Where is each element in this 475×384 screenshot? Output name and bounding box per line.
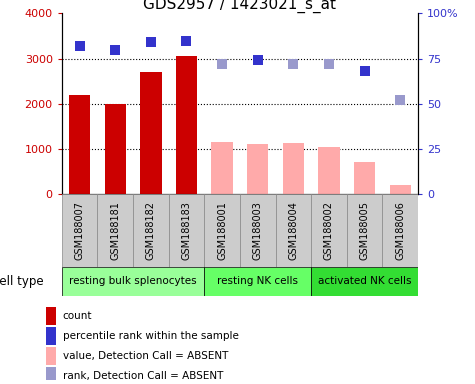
Text: resting bulk splenocytes: resting bulk splenocytes — [69, 276, 197, 286]
Bar — [318, 147, 340, 194]
Bar — [354, 162, 375, 194]
Bar — [240, 194, 276, 267]
Point — [254, 57, 261, 63]
Bar — [247, 144, 268, 194]
Point — [111, 46, 119, 53]
Bar — [62, 267, 204, 296]
Point — [76, 43, 84, 49]
Bar — [46, 307, 56, 324]
Bar — [69, 95, 90, 194]
Bar — [382, 194, 418, 267]
Text: GSM188004: GSM188004 — [288, 201, 298, 260]
Bar — [169, 194, 204, 267]
Bar — [311, 267, 418, 296]
Point — [147, 39, 155, 45]
Bar — [46, 367, 56, 384]
Bar — [204, 267, 311, 296]
Text: GSM188007: GSM188007 — [75, 201, 85, 260]
Point — [325, 61, 332, 67]
Bar — [140, 72, 162, 194]
Bar — [311, 194, 347, 267]
Bar — [283, 143, 304, 194]
Text: count: count — [63, 311, 92, 321]
Bar — [211, 142, 233, 194]
Bar — [104, 104, 126, 194]
Point — [361, 68, 369, 74]
Text: GSM188006: GSM188006 — [395, 201, 405, 260]
Bar — [46, 347, 56, 365]
Point — [218, 61, 226, 67]
Text: rank, Detection Call = ABSENT: rank, Detection Call = ABSENT — [63, 371, 223, 381]
Bar — [176, 56, 197, 194]
Bar — [62, 194, 97, 267]
Text: GSM188003: GSM188003 — [253, 201, 263, 260]
Bar — [46, 327, 56, 345]
Point — [396, 97, 404, 103]
Text: resting NK cells: resting NK cells — [217, 276, 298, 286]
Text: GSM188183: GSM188183 — [181, 201, 191, 260]
Point — [182, 38, 190, 44]
Bar — [390, 185, 411, 194]
Text: GSM188001: GSM188001 — [217, 201, 227, 260]
Text: cell type: cell type — [0, 275, 44, 288]
Text: GSM188181: GSM188181 — [110, 201, 120, 260]
Text: GSM188182: GSM188182 — [146, 201, 156, 260]
Text: GSM188005: GSM188005 — [360, 201, 370, 260]
Bar — [347, 194, 382, 267]
Bar — [276, 194, 311, 267]
Text: GSM188002: GSM188002 — [324, 201, 334, 260]
Bar — [133, 194, 169, 267]
Text: activated NK cells: activated NK cells — [318, 276, 411, 286]
Text: value, Detection Call = ABSENT: value, Detection Call = ABSENT — [63, 351, 228, 361]
Text: percentile rank within the sample: percentile rank within the sample — [63, 331, 238, 341]
Title: GDS2957 / 1423021_s_at: GDS2957 / 1423021_s_at — [143, 0, 336, 13]
Bar — [97, 194, 133, 267]
Point — [289, 61, 297, 67]
Bar — [204, 194, 240, 267]
